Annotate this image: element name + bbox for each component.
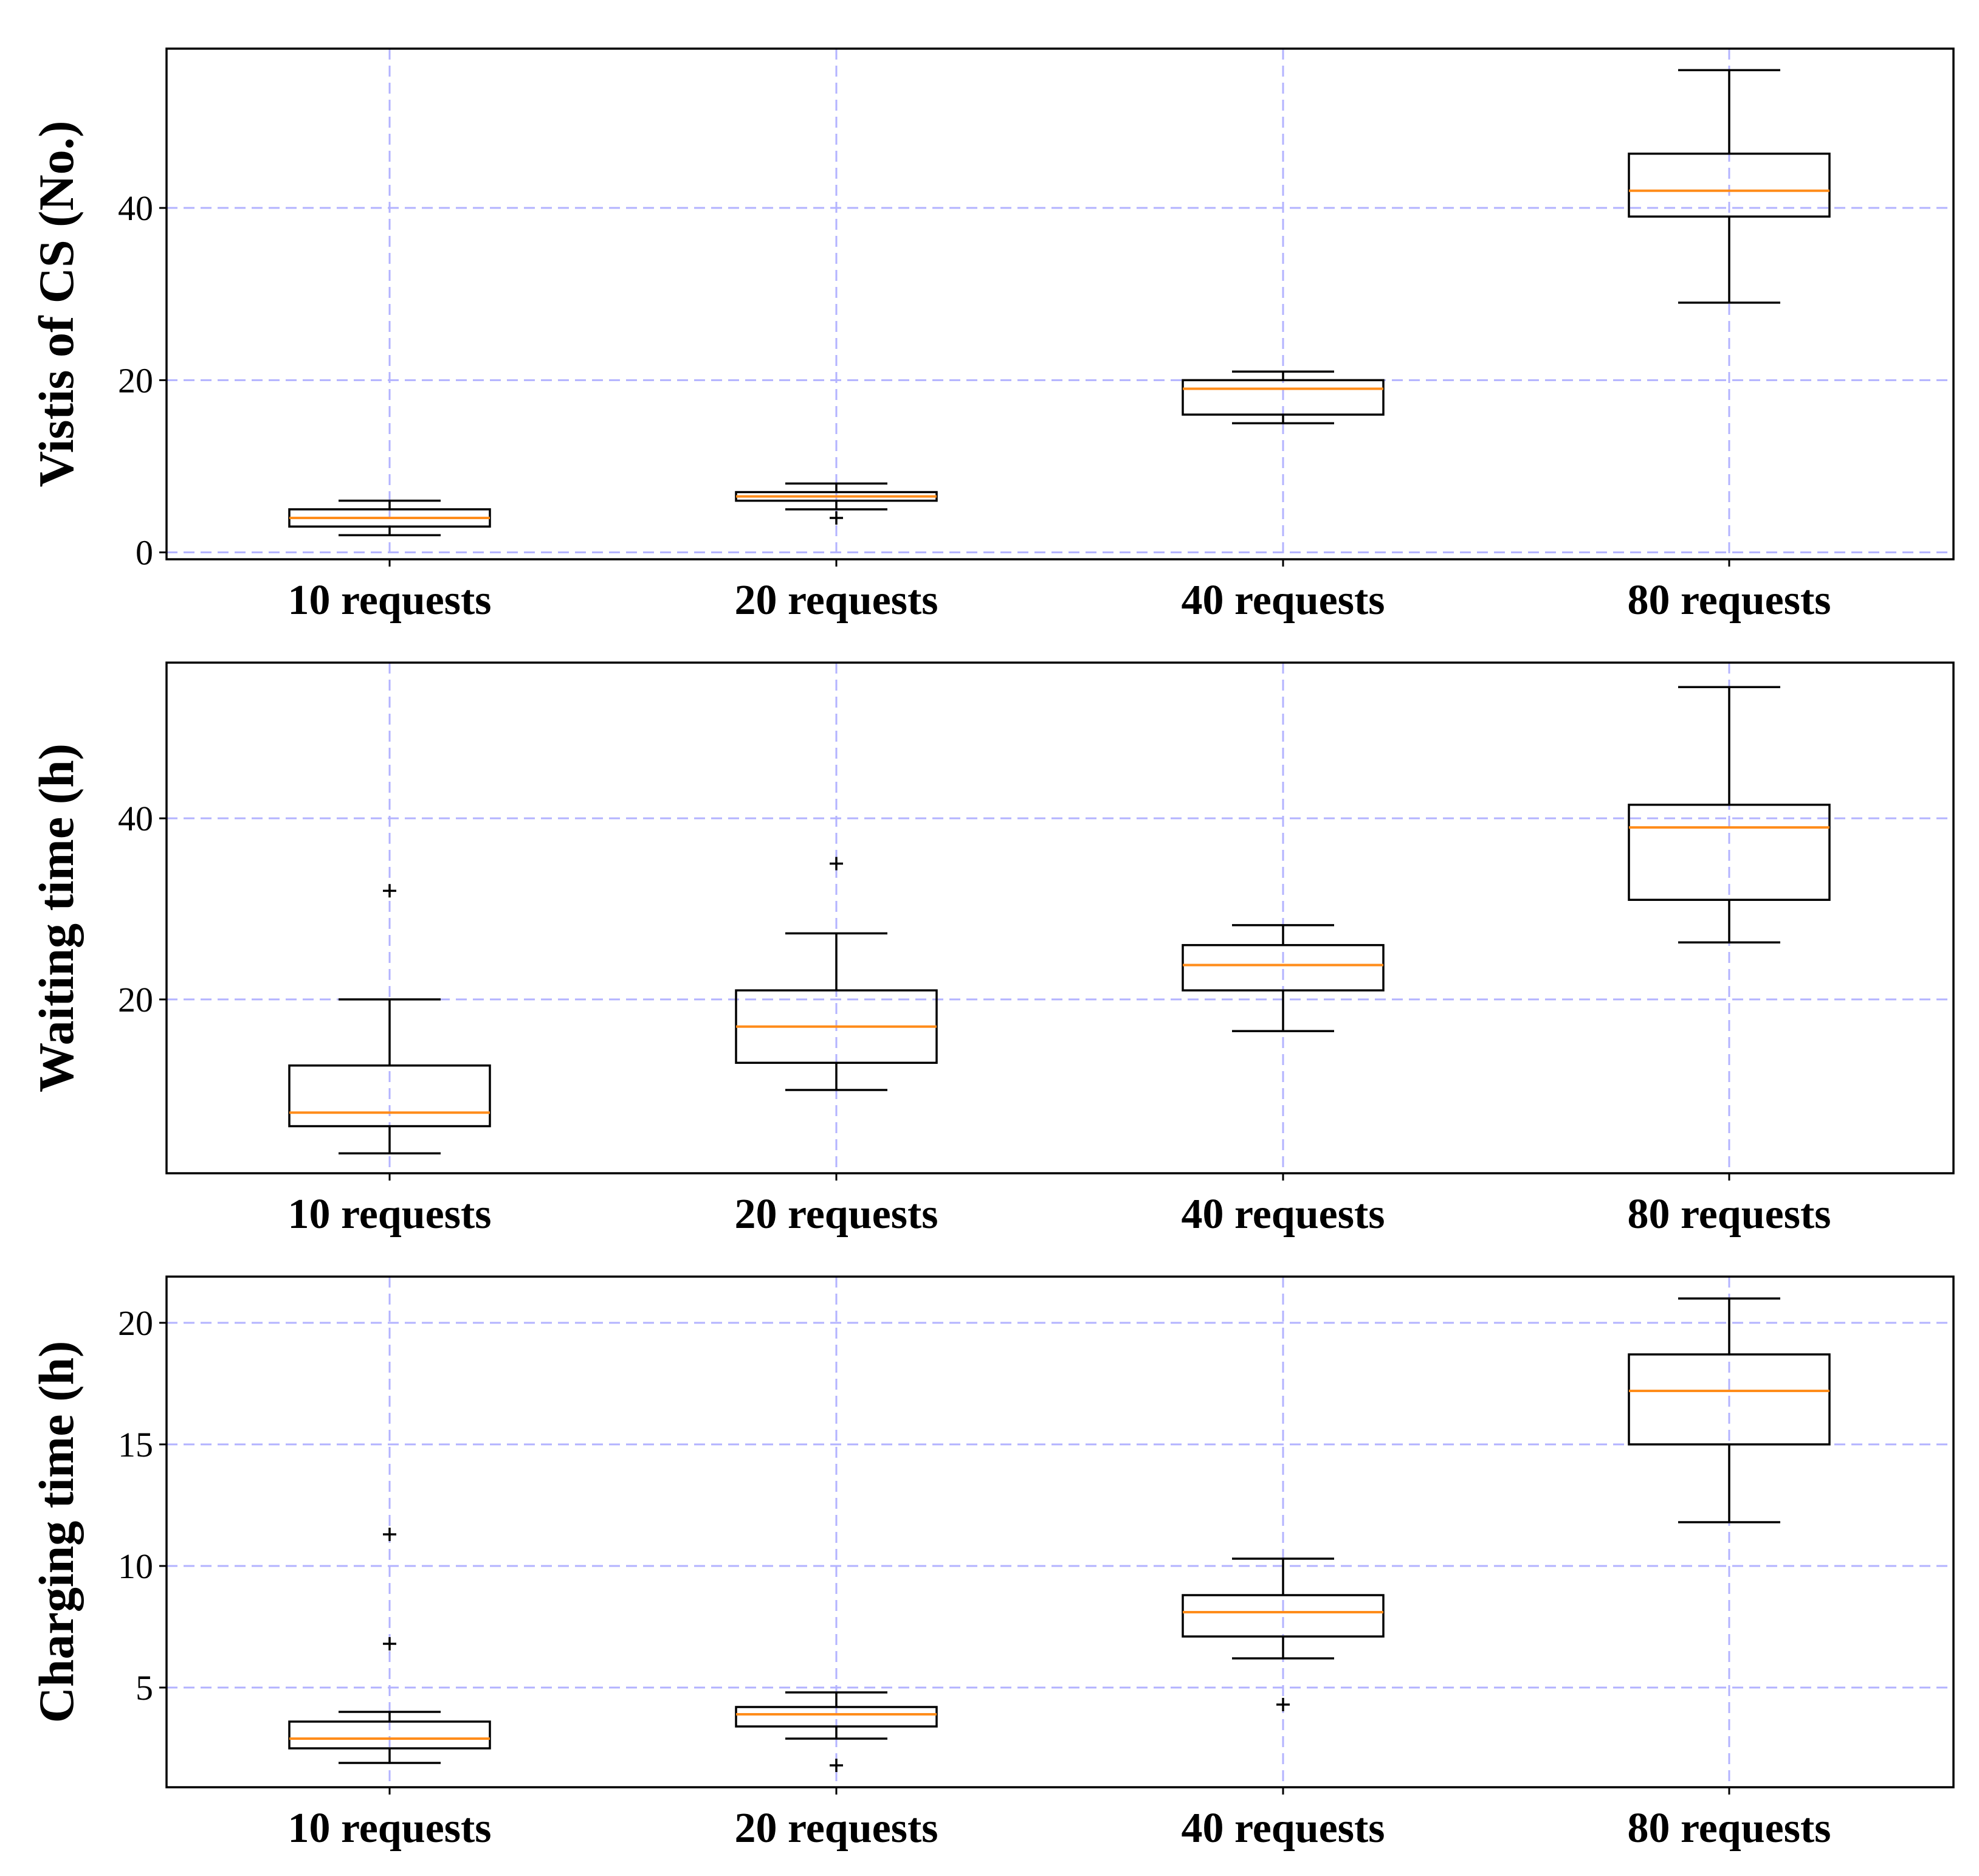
flier-0 — [830, 511, 843, 525]
ytick-label: 20 — [118, 360, 153, 400]
ytick-label: 20 — [118, 980, 153, 1019]
xtick-label: 20 requests — [734, 577, 938, 624]
ytick-label: 0 — [136, 533, 153, 573]
box-20-requests — [735, 1691, 938, 1772]
y-axis-label: Waiting time (h) — [29, 743, 84, 1092]
box-20-requests — [735, 857, 938, 1091]
panel-2: 20 40 10 requests 20 requests 40 requests 80 … — [29, 661, 1955, 1238]
panel-3: 5 10 15 20 10 requests 20 requests 40 requests… — [29, 1275, 1955, 1852]
xtick-label: 10 requests — [287, 1805, 491, 1852]
flier-0 — [830, 857, 843, 871]
flier-0 — [383, 884, 396, 898]
xtick-label: 80 requests — [1627, 1805, 1831, 1852]
xtick-label: 40 requests — [1181, 1805, 1385, 1852]
iqr-box — [1182, 379, 1385, 416]
axes-frame — [165, 1275, 1955, 1788]
box-80-requests — [1628, 1297, 1831, 1523]
xtick-label: 80 requests — [1627, 1191, 1831, 1238]
xtick-label: 40 requests — [1181, 577, 1385, 624]
iqr-box — [735, 1706, 938, 1728]
iqr-box — [288, 1720, 491, 1750]
box-10-requests — [288, 1528, 491, 1764]
box-80-requests — [1628, 686, 1831, 943]
iqr-box — [1182, 1594, 1385, 1638]
axes-frame — [165, 47, 1955, 560]
iqr-box — [1628, 804, 1831, 901]
iqr-box — [1628, 153, 1831, 218]
ytick-label: 20 — [118, 1303, 153, 1343]
ytick-label: 40 — [118, 188, 153, 228]
flier-1 — [383, 1528, 396, 1541]
box-10-requests — [288, 884, 491, 1154]
y-axis-label: Vistis of CS (No.) — [29, 121, 84, 488]
xtick-label: 10 requests — [287, 1191, 491, 1238]
xtick-label: 20 requests — [734, 1805, 938, 1852]
xtick-label: 40 requests — [1181, 1191, 1385, 1238]
box-10-requests — [288, 499, 491, 537]
ytick-label: 5 — [136, 1668, 153, 1708]
xtick-label: 20 requests — [734, 1191, 938, 1238]
iqr-box — [288, 1064, 491, 1128]
box-40-requests — [1182, 1557, 1385, 1711]
panels: 0 20 40 10 requests 20 requests 40 requests 80… — [29, 47, 1955, 1852]
iqr-box — [1182, 943, 1385, 991]
panel-1: 0 20 40 10 requests 20 requests 40 requests 80… — [29, 47, 1955, 624]
box-40-requests — [1182, 924, 1385, 1032]
axes-frame — [165, 661, 1955, 1174]
box-40-requests — [1182, 370, 1385, 424]
ytick-label: 10 — [118, 1547, 153, 1586]
xtick-label: 80 requests — [1627, 577, 1831, 624]
box-20-requests — [735, 482, 938, 525]
flier-0 — [830, 1759, 843, 1772]
flier-0 — [383, 1637, 396, 1650]
iqr-box — [1628, 1353, 1831, 1446]
ytick-label: 40 — [118, 799, 153, 838]
y-axis-label: Charging time (h) — [29, 1341, 84, 1723]
box-80-requests — [1628, 69, 1831, 304]
xtick-label: 10 requests — [287, 577, 491, 624]
ytick-label: 15 — [118, 1425, 153, 1464]
flier-0 — [1276, 1698, 1290, 1711]
